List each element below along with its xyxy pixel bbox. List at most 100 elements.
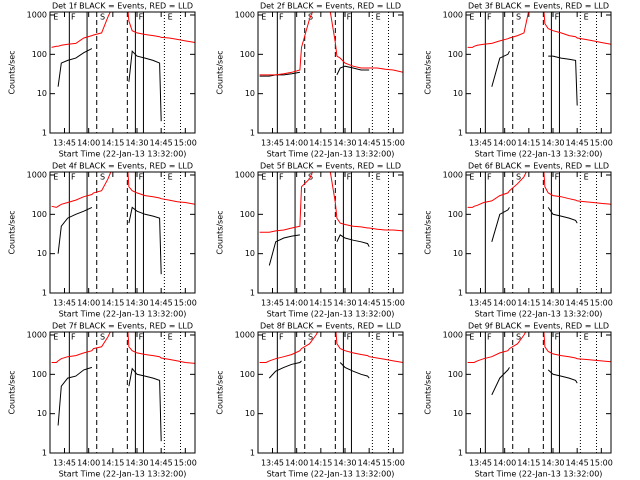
y-tick-label: 1: [250, 449, 255, 458]
panel: Det 1f BLACK = Events, RED = LLD Counts/s…: [8, 2, 197, 159]
x-tick-label: 14:15: [517, 299, 540, 308]
event-label: E: [584, 173, 589, 182]
x-tick-label: 14:00: [285, 139, 308, 148]
event-label: F: [139, 333, 144, 342]
y-tick-label: 100: [32, 210, 47, 219]
y-tick-label: 1000: [443, 171, 463, 180]
y-tick-label: 1: [250, 289, 255, 298]
x-tick-label: 15:00: [590, 139, 613, 148]
x-tick-label: 15:00: [174, 139, 197, 148]
x-axis-label: Start Time (22-Jan-13 13:32:00): [59, 150, 187, 159]
x-tick-label: 14:30: [125, 459, 148, 468]
chart-title: Det 2f BLACK = Events, RED = LLD: [260, 2, 401, 11]
chart-title: Det 6f BLACK = Events, RED = LLD: [468, 162, 609, 171]
x-tick-label: 14:15: [309, 299, 332, 308]
y-axis-label: Counts/sec: [8, 370, 17, 414]
panel: Det 9f BLACK = Events, RED = LLD Counts/s…: [424, 322, 613, 479]
y-tick-label: 1: [42, 449, 47, 458]
event-label: E: [53, 13, 58, 22]
x-tick-label: 14:00: [493, 299, 516, 308]
event-label: F: [279, 173, 284, 182]
x-tick-label: 14:45: [566, 139, 589, 148]
panel: Det 5f BLACK = Events, RED = LLD Counts/s…: [216, 162, 405, 319]
chart-title: Det 8f BLACK = Events, RED = LLD: [260, 322, 401, 331]
event-label: F: [487, 173, 492, 182]
x-tick-label: 14:00: [285, 299, 308, 308]
y-tick-label: 100: [240, 210, 255, 219]
chart-title: Det 3f BLACK = Events, RED = LLD: [468, 2, 609, 11]
event-label: F: [487, 333, 492, 342]
y-tick-label: 100: [240, 370, 255, 379]
x-tick-label: 13:45: [53, 459, 76, 468]
x-tick-label: 14:30: [333, 299, 356, 308]
y-tick-label: 1: [458, 289, 463, 298]
x-tick-label: 13:45: [53, 299, 76, 308]
panel: Det 3f BLACK = Events, RED = LLD Counts/s…: [424, 2, 613, 159]
plot-frame: [49, 11, 196, 134]
series-line: [259, 172, 403, 233]
x-tick-label: 14:15: [101, 299, 124, 308]
panel: Det 2f BLACK = Events, RED = LLD Counts/s…: [216, 2, 405, 159]
panel: Det 8f BLACK = Events, RED = LLD Counts/s…: [216, 322, 405, 479]
y-axis-label: Counts/sec: [8, 50, 17, 94]
event-label: F: [555, 333, 560, 342]
series-line: [467, 12, 611, 48]
y-tick-label: 10: [37, 409, 47, 418]
event-label: F: [71, 333, 76, 342]
y-tick-label: 1000: [27, 171, 47, 180]
x-tick-label: 14:45: [358, 139, 381, 148]
panel: Det 7f BLACK = Events, RED = LLD Counts/s…: [8, 322, 197, 479]
chart-title: Det 5f BLACK = Events, RED = LLD: [260, 162, 401, 171]
x-tick-label: 14:15: [517, 459, 540, 468]
y-tick-label: 100: [32, 50, 47, 59]
y-tick-label: 1: [250, 129, 255, 138]
y-tick-label: 10: [453, 249, 463, 258]
event-label: F: [347, 333, 352, 342]
x-tick-label: 14:00: [493, 139, 516, 148]
x-tick-label: 14:15: [101, 459, 124, 468]
series-line: [51, 172, 195, 208]
series-line: [57, 206, 162, 275]
y-tick-label: 10: [453, 89, 463, 98]
y-axis-label: Counts/sec: [216, 370, 225, 414]
x-tick-label: 13:45: [261, 299, 284, 308]
x-tick-label: 14:45: [566, 299, 589, 308]
x-tick-label: 14:30: [541, 299, 564, 308]
y-axis-label: Counts/sec: [424, 370, 433, 414]
x-tick-label: 14:30: [333, 139, 356, 148]
event-label: S: [100, 13, 105, 22]
series-line: [57, 366, 162, 442]
x-tick-label: 15:00: [382, 299, 405, 308]
y-tick-label: 100: [448, 50, 463, 59]
series-line: [268, 234, 370, 266]
x-tick-label: 14:45: [150, 139, 173, 148]
event-label: S: [308, 333, 313, 342]
series-line: [51, 332, 195, 364]
y-tick-label: 100: [32, 370, 47, 379]
series-line: [57, 48, 162, 122]
event-label: E: [584, 333, 589, 342]
series-line: [467, 172, 611, 208]
event-label: F: [71, 173, 76, 182]
chart-title: Det 9f BLACK = Events, RED = LLD: [468, 322, 609, 331]
y-tick-label: 1: [458, 449, 463, 458]
event-label: E: [376, 333, 381, 342]
y-tick-label: 10: [245, 249, 255, 258]
event-label: F: [487, 13, 492, 22]
event-label: E: [469, 333, 474, 342]
event-label: F: [347, 173, 352, 182]
y-axis-label: Counts/sec: [216, 50, 225, 94]
series-line: [491, 367, 578, 396]
plot-frame: [257, 171, 404, 294]
event-label: E: [168, 13, 173, 22]
y-axis-label: Counts/sec: [424, 210, 433, 254]
x-tick-label: 14:30: [541, 139, 564, 148]
x-tick-label: 14:00: [77, 299, 100, 308]
y-tick-label: 1000: [235, 171, 255, 180]
chart-title: Det 1f BLACK = Events, RED = LLD: [52, 2, 193, 11]
x-tick-label: 14:00: [285, 459, 308, 468]
y-tick-label: 100: [448, 370, 463, 379]
panel: Det 4f BLACK = Events, RED = LLD Counts/s…: [8, 162, 197, 319]
event-label: E: [376, 13, 381, 22]
event-label: E: [376, 173, 381, 182]
